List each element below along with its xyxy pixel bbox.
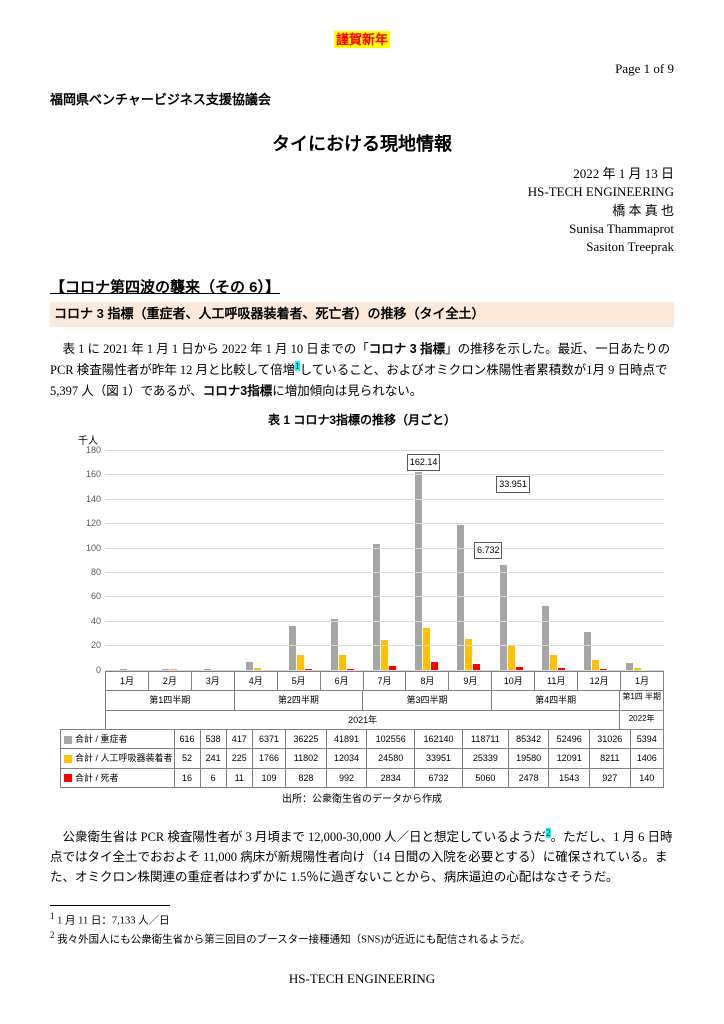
page-number: Page 1 of 9 bbox=[50, 59, 674, 80]
footnote-separator bbox=[50, 905, 170, 906]
chart-plot-area: 020406080100120140160180 162.1433.9516.7… bbox=[105, 450, 664, 671]
author-1: 橋 本 真 也 bbox=[612, 203, 674, 218]
metadata-block: 2022 年 1 月 13 日 HS-TECH ENGINEERING 橋 本 … bbox=[50, 165, 674, 256]
quarter-axis-row: 第1四半期第2四半期第3四半期第4四半期第1四 半期 bbox=[105, 690, 664, 709]
section-subtitle: コロナ 3 指標（重症者、人工呼吸器装着者、死亡者）の推移（タイ全土） bbox=[50, 302, 674, 327]
company: HS-TECH ENGINEERING bbox=[528, 184, 674, 199]
paragraph-1: 表 1 に 2021 年 1 月 1 日から 2022 年 1 月 10 日まで… bbox=[50, 339, 674, 400]
page-footer: HS-TECH ENGINEERING bbox=[50, 969, 674, 990]
author-2: Sunisa Thammaprot bbox=[569, 221, 674, 236]
chart-title: 表 1 コロナ3指標の推移（月ごと） bbox=[50, 411, 674, 430]
y-axis: 020406080100120140160180 bbox=[75, 450, 103, 670]
year-axis-row: 2021年2022年 bbox=[105, 710, 664, 729]
paragraph-2: 公衆衛生省は PCR 検査陽性者が 3 月頃まで 12,000-30,000 人… bbox=[50, 826, 674, 887]
bar-groups bbox=[110, 450, 659, 670]
chart-source: 出所：公衆衛生省のデータから作成 bbox=[50, 792, 674, 808]
footnote-2: 2 我々外国人にも公衆衛生省から第三回目のブースター接種通知（SNS)が近近にも… bbox=[50, 929, 674, 948]
date: 2022 年 1 月 13 日 bbox=[573, 166, 674, 181]
new-year-greeting: 謹賀新年 bbox=[50, 30, 674, 51]
footnote-1: 1 1 月 11 日：7,133 人／日 bbox=[50, 910, 674, 929]
month-axis-row: 1月2月3月4月5月6月7月8月9月10月11月12月1月 bbox=[105, 671, 664, 690]
chart-container: 表 1 コロナ3指標の推移（月ごと） 千人 020406080100120140… bbox=[50, 411, 674, 809]
section-heading: 【コロナ第四波の襲来（その 6）】 bbox=[50, 276, 674, 300]
chart-data-table: 合計 / 重症者61653841763713622541891102556162… bbox=[60, 729, 664, 788]
y-axis-unit: 千人 bbox=[78, 434, 702, 450]
author-3: Sasiton Treeprak bbox=[586, 239, 674, 254]
organization-name: 福岡県ベンチャービジネス支援協議会 bbox=[50, 90, 674, 111]
document-title: タイにおける現地情報 bbox=[50, 130, 674, 159]
